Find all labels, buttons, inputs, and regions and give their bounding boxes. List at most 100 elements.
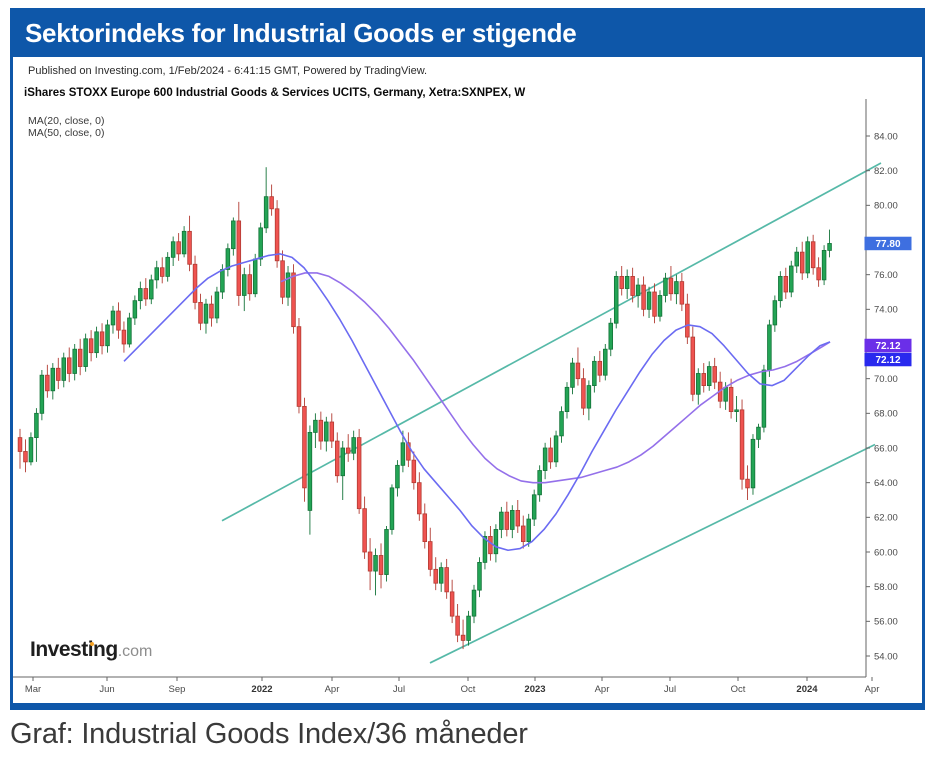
candle-body [663,277,668,296]
price-badge-label: 72.12 [875,341,900,352]
ma20-legend-label: MA(20, close, 0) [28,115,105,127]
candle-body [805,241,810,274]
price-tick-label: 56.00 [874,617,898,628]
price-chart[interactable]: 84.00 82.00 80.00 76.00 74.00 70.00 68.00 66.00… [13,57,922,703]
instrument-line: iShares STOXX Europe 600 Industrial Good… [24,87,526,99]
candle-body [821,249,827,281]
candle-body [181,230,187,255]
candle-body [203,303,209,324]
time-tick-label: Oct [731,684,746,695]
candle-body [641,284,646,310]
candle-body [531,494,537,520]
candle-body [701,373,707,386]
candle-body [263,196,269,229]
candle-body [799,251,805,274]
candle-body [116,310,121,331]
candle-body [630,275,635,296]
ma50-legend-label: MA(50, close, 0) [28,126,105,139]
candle-body [105,324,110,347]
candle-body [258,227,263,260]
candle-body [422,513,428,542]
candle-body [542,447,548,471]
candle-body [417,482,422,515]
candle-body [378,555,384,575]
candle-body [471,589,477,617]
candle-body [154,267,159,281]
price-badge [864,338,912,353]
candle-body [581,378,586,409]
candle-body [280,260,285,298]
candle-body [794,251,799,267]
chart-body: Published on Investing.com, 1/Feb/2024 -… [13,57,922,703]
candle-body [39,374,45,414]
candle-body [138,288,143,302]
candle-body [384,529,389,575]
candle-body [291,272,296,328]
candle-body [225,248,231,270]
candle-body [313,419,318,433]
candle-body [767,324,772,371]
candle-body [187,230,192,265]
candle-body [734,409,739,412]
candle-body [728,386,734,412]
candle-body [674,281,679,295]
candle-body [553,435,559,463]
candle-body [608,322,614,350]
candle-body [827,243,832,251]
investing-logo-orange-dot-icon [90,642,94,646]
candle-body [45,374,50,392]
candle-body [652,291,657,317]
candle-body [745,478,750,489]
candle-body [559,411,564,437]
candle-body [198,301,203,324]
candle-body [50,367,56,392]
candle-body [220,269,225,293]
candle-body [816,267,821,281]
candle-body [94,331,99,354]
candle-body [231,220,236,250]
candle-body [696,373,701,395]
candle-body [176,241,181,255]
published-line: Published on Investing.com, 1/Feb/2024 -… [28,65,428,77]
candle-body [395,464,400,489]
price-tick-label: 80.00 [874,201,898,212]
candle-body [444,567,449,593]
price-badge-label: 72.12 [875,355,900,366]
candle-body [72,348,77,374]
candle-body [170,241,176,258]
chart-caption: Graf: Industrial Goods Index/36 måneder [10,718,528,750]
candle-body [356,437,362,510]
candle-body [127,317,132,345]
candle-body [438,567,444,584]
candle-body [526,518,531,542]
price-tick-label: 84.00 [874,131,898,142]
candle-body [335,440,340,477]
candle-body [143,288,149,300]
price-tick-label: 60.00 [874,547,898,558]
candle-body [510,509,515,530]
time-tick-label: Oct [461,684,476,695]
candle-body [367,551,373,572]
chart-frame: Sektorindeks for Industrial Goods er sti… [10,8,925,710]
time-tick-label: Apr [325,684,340,695]
candle-body [706,366,712,386]
candle-body [570,362,575,388]
candle-body [252,258,258,295]
candle-body [149,279,154,300]
candle-body [340,447,345,477]
time-tick-label: Jul [393,684,405,695]
candle-body [214,291,220,319]
candle-body [761,369,767,428]
candle-body [400,442,406,466]
candle-body [99,331,105,347]
candle-body [28,437,34,463]
candle-body [433,568,438,584]
candle-body [679,281,685,305]
candle-body [477,561,482,591]
candle-body [307,431,313,511]
candle-body [455,615,460,636]
price-tick-label: 70.00 [874,374,898,385]
candle-body [460,634,466,641]
candle-body [586,385,592,409]
candle-body [88,338,94,354]
